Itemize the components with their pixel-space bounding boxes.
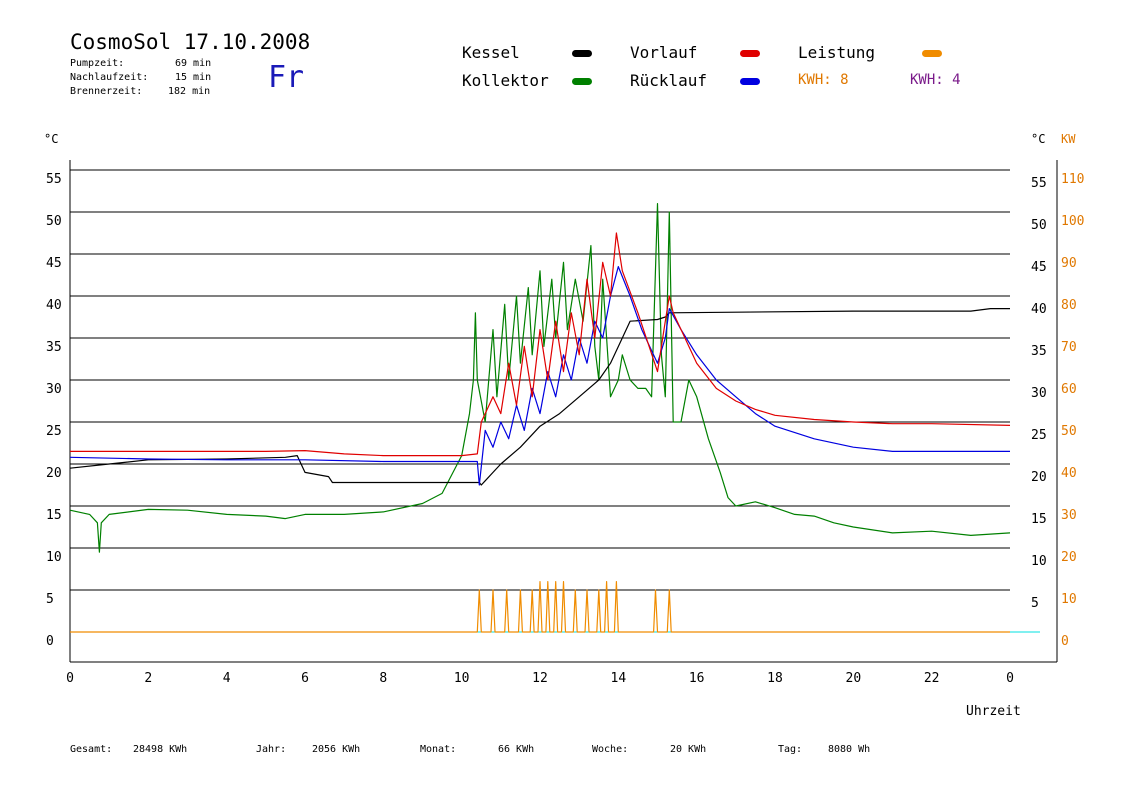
y-right-tick-label: 35 <box>1031 344 1047 359</box>
x-tick-label: 10 <box>454 671 470 686</box>
x-tick-label: 6 <box>301 671 309 686</box>
y-right-kw-tick-label: 110 <box>1061 172 1084 187</box>
info-label-pumpzeit: Pumpzeit: <box>70 58 125 69</box>
footer-value-gesamt: 28498 KWh <box>133 744 188 755</box>
y-right-kw-tick-label: 70 <box>1061 340 1077 355</box>
chart-title: CosmoSol 17.10.2008 <box>70 30 311 54</box>
y-right-kw-tick-label: 20 <box>1061 550 1077 565</box>
footer-value-woche: 20 KWh <box>670 744 707 755</box>
legend-label-ruecklauf: Rücklauf <box>630 71 708 90</box>
y-right-tick-label: 40 <box>1031 302 1047 317</box>
footer-value-monat: 66 KWh <box>498 744 535 755</box>
x-tick-label: 18 <box>767 671 783 686</box>
y-left-tick-label: 55 <box>46 172 62 187</box>
x-tick-label: 0 <box>66 671 74 686</box>
y-left-tick-label: 20 <box>46 466 62 481</box>
info-value-brennerzeit: 182 min <box>168 86 211 97</box>
y-left-tick-label: 0 <box>46 634 54 649</box>
y-left-tick-label: 45 <box>46 256 62 271</box>
y-left-tick-label: 10 <box>46 550 62 565</box>
x-axis-label: Uhrzeit <box>966 704 1021 719</box>
y-right-tick-label: 30 <box>1031 386 1047 401</box>
x-tick-label: 22 <box>924 671 940 686</box>
info-value-pumpzeit: 69 min <box>175 58 212 69</box>
y-right-tick-label: 20 <box>1031 470 1047 485</box>
legend-label-leistung: Leistung <box>798 43 876 62</box>
info-label-nachlaufzeit: Nachlaufzeit: <box>70 72 149 83</box>
legend-swatch-kessel <box>572 50 592 57</box>
x-tick-label: 0 <box>1006 671 1014 686</box>
legend-swatch-kollektor <box>572 78 592 85</box>
info-label-brennerzeit: Brennerzeit: <box>70 86 143 97</box>
x-tick-label: 20 <box>846 671 862 686</box>
x-tick-label: 2 <box>144 671 152 686</box>
kwh-secondary: KWH: 4 <box>910 72 961 88</box>
footer-label-woche: Woche: <box>592 744 629 755</box>
footer-label-jahr: Jahr: <box>256 744 287 755</box>
y-left-tick-label: 15 <box>46 508 62 523</box>
y-left-tick-label: 35 <box>46 340 62 355</box>
footer-value-tag: 8080 Wh <box>828 744 871 755</box>
y-left-tick-label: 40 <box>46 298 62 313</box>
x-tick-label: 16 <box>689 671 705 686</box>
y-left-tick-label: 30 <box>46 382 62 397</box>
kwh-leistung: KWH: 8 <box>798 72 849 88</box>
y-left-tick-label: 50 <box>46 214 62 229</box>
legend-swatch-leistung <box>922 50 942 57</box>
y-right-tick-label: 55 <box>1031 176 1047 191</box>
y-right-unit-label: °C <box>1031 132 1045 146</box>
y-right-tick-label: 45 <box>1031 260 1047 275</box>
info-value-nachlaufzeit: 15 min <box>175 72 212 83</box>
series-line-leistung <box>70 580 1010 633</box>
footer-label-tag: Tag: <box>778 744 803 755</box>
y-right-kw-tick-label: 50 <box>1061 424 1077 439</box>
y-right-kw-tick-label: 0 <box>1061 634 1069 649</box>
legend-label-kessel: Kessel <box>462 43 520 62</box>
y-right-kw-tick-label: 40 <box>1061 466 1077 481</box>
y-right-kw-unit-label: KW <box>1061 132 1076 146</box>
y-right-tick-label: 10 <box>1031 554 1047 569</box>
footer-value-jahr: 2056 KWh <box>312 744 361 755</box>
y-right-tick-label: 15 <box>1031 512 1047 527</box>
legend-label-vorlauf: Vorlauf <box>630 43 698 62</box>
y-right-kw-tick-label: 60 <box>1061 382 1077 397</box>
legend-swatch-vorlauf <box>740 50 760 57</box>
x-tick-label: 4 <box>223 671 231 686</box>
y-right-kw-tick-label: 90 <box>1061 256 1077 271</box>
series-line-vorlauf <box>70 232 1011 457</box>
y-right-kw-tick-label: 10 <box>1061 592 1077 607</box>
footer-label-monat: Monat: <box>420 744 457 755</box>
y-left-tick-label: 5 <box>46 592 54 607</box>
footer-label-gesamt: Gesamt: <box>70 744 113 755</box>
series-line-kollektor <box>69 203 1011 553</box>
y-right-kw-tick-label: 80 <box>1061 298 1077 313</box>
x-tick-label: 12 <box>532 671 548 686</box>
series-line-ruecklauf <box>69 266 1010 486</box>
y-right-tick-label: 25 <box>1031 428 1047 443</box>
y-right-kw-tick-label: 100 <box>1061 214 1084 229</box>
y-left-tick-label: 25 <box>46 424 62 439</box>
y-left-unit-label: °C <box>44 132 58 146</box>
legend-swatch-ruecklauf <box>740 78 760 85</box>
weekday-label: Fr <box>268 60 305 95</box>
series-line-kessel <box>69 308 1010 486</box>
y-right-tick-label: 5 <box>1031 596 1039 611</box>
x-tick-label: 14 <box>611 671 627 686</box>
legend-label-kollektor: Kollektor <box>462 71 549 90</box>
y-right-tick-label: 50 <box>1031 218 1047 233</box>
y-right-kw-tick-label: 30 <box>1061 508 1077 523</box>
x-tick-label: 8 <box>379 671 387 686</box>
